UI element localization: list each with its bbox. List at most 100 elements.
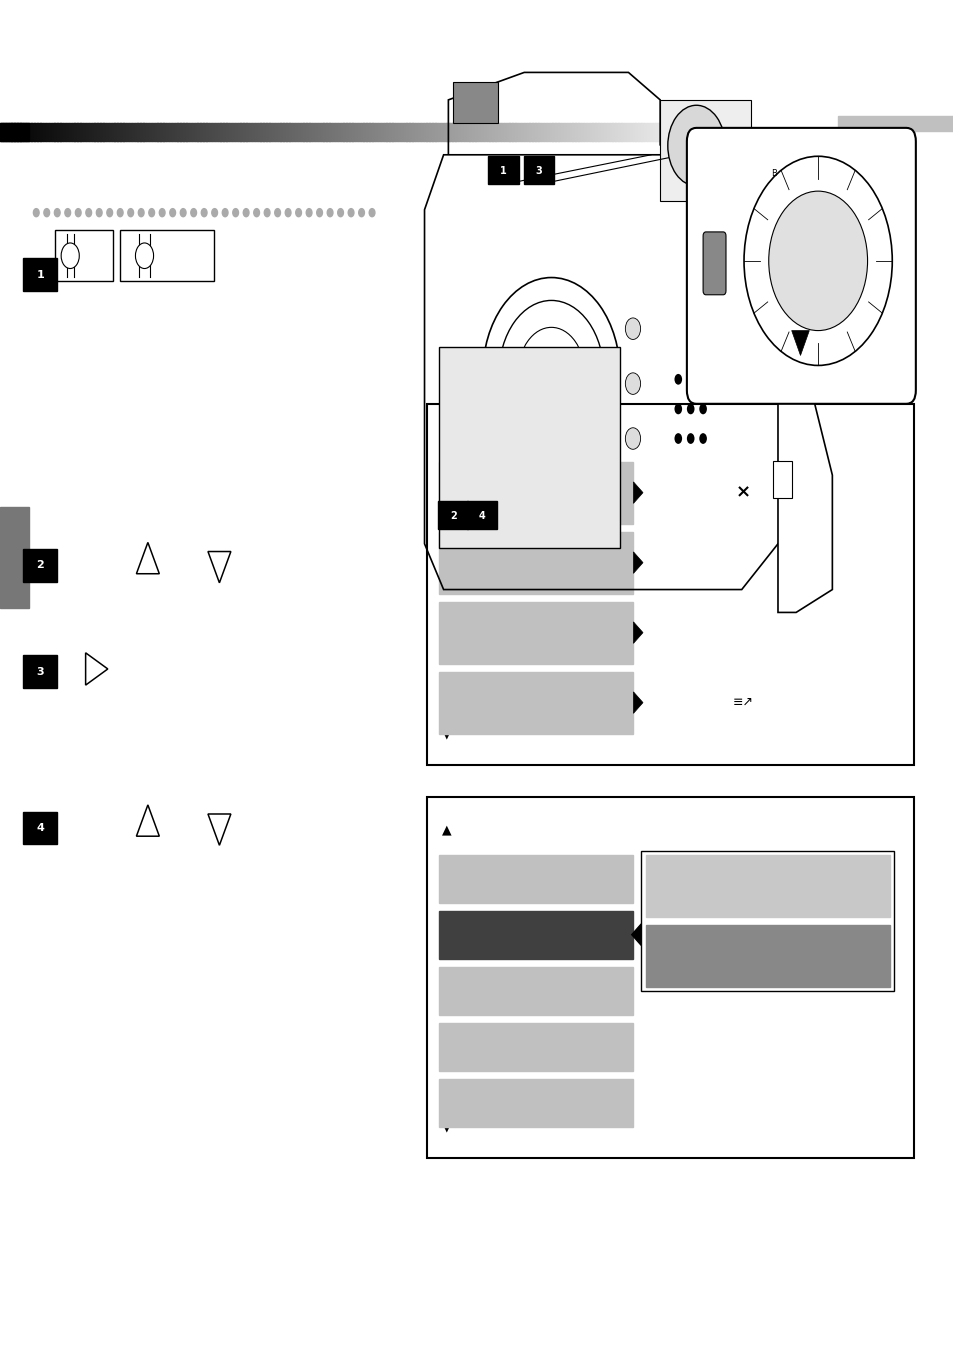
Bar [718, 124, 720, 141]
Bar [329, 124, 333, 141]
Bar [409, 124, 412, 141]
Bar [649, 124, 652, 141]
Bar [420, 124, 423, 141]
Bar [680, 124, 683, 141]
Bar [372, 124, 375, 141]
Bar [732, 124, 735, 141]
Bar [781, 124, 783, 141]
Bar [738, 124, 741, 141]
Bar [157, 124, 160, 141]
Bar [835, 124, 839, 141]
Bar [709, 124, 712, 141]
Bar [123, 124, 126, 141]
Circle shape [138, 209, 144, 217]
Bar [612, 124, 616, 141]
Text: ▼: ▼ [441, 1120, 451, 1133]
Bar [274, 124, 278, 141]
Bar [843, 124, 846, 141]
Bar [343, 124, 346, 141]
Circle shape [369, 209, 375, 217]
Bar [515, 124, 518, 141]
Bar [29, 124, 32, 141]
Bar [20, 124, 24, 141]
Bar [438, 855, 633, 903]
Circle shape [699, 404, 706, 415]
Bar [232, 124, 234, 141]
Circle shape [107, 209, 112, 217]
Bar [752, 124, 755, 141]
Polygon shape [778, 210, 831, 612]
Circle shape [201, 209, 207, 217]
Bar [703, 124, 706, 141]
Bar [55, 230, 112, 281]
Bar [326, 124, 330, 141]
Text: 3: 3 [535, 166, 542, 176]
Circle shape [316, 209, 322, 217]
Bar [320, 124, 324, 141]
Bar [646, 124, 650, 141]
Bar [375, 124, 377, 141]
Bar [406, 124, 409, 141]
Bar [438, 672, 633, 734]
Bar [852, 124, 855, 141]
Bar [432, 124, 435, 141]
Bar [77, 124, 80, 141]
Bar [486, 124, 490, 141]
Bar [383, 124, 387, 141]
Bar [263, 124, 266, 141]
Polygon shape [631, 923, 640, 945]
Bar [453, 82, 497, 122]
Bar [606, 124, 609, 141]
Bar [483, 124, 486, 141]
Bar [112, 124, 114, 141]
Bar [186, 124, 189, 141]
Bar [689, 124, 692, 141]
Bar [572, 124, 575, 141]
Bar [740, 124, 743, 141]
Bar [54, 124, 58, 141]
Bar [438, 462, 633, 524]
Bar [566, 124, 569, 141]
Bar [140, 124, 143, 141]
Bar [240, 124, 244, 141]
Bar [252, 124, 255, 141]
Bar [429, 124, 432, 141]
Bar [466, 124, 469, 141]
Bar [23, 656, 57, 688]
Bar [386, 124, 390, 141]
Bar [283, 124, 286, 141]
Bar [812, 124, 815, 141]
Bar [23, 258, 57, 291]
Bar [223, 124, 227, 141]
Circle shape [222, 209, 228, 217]
Bar [314, 124, 318, 141]
Bar [423, 124, 427, 141]
Bar [89, 124, 92, 141]
Bar [726, 124, 730, 141]
Bar [583, 124, 586, 141]
Bar [472, 124, 475, 141]
Circle shape [327, 209, 333, 217]
Bar [712, 124, 715, 141]
Bar [463, 124, 467, 141]
Bar [595, 124, 598, 141]
Bar [446, 124, 450, 141]
Circle shape [54, 209, 60, 217]
Bar [86, 124, 90, 141]
Bar [438, 347, 619, 548]
Bar [549, 124, 552, 141]
Bar [466, 501, 497, 529]
Bar [489, 124, 492, 141]
Bar [806, 124, 809, 141]
Bar [766, 124, 770, 141]
Bar [11, 124, 15, 141]
Bar [292, 124, 295, 141]
Bar [312, 124, 314, 141]
Bar [492, 124, 496, 141]
Bar [437, 124, 440, 141]
Bar [0, 124, 29, 141]
Bar [675, 124, 678, 141]
Bar [214, 124, 217, 141]
Circle shape [295, 209, 301, 217]
Circle shape [191, 209, 196, 217]
